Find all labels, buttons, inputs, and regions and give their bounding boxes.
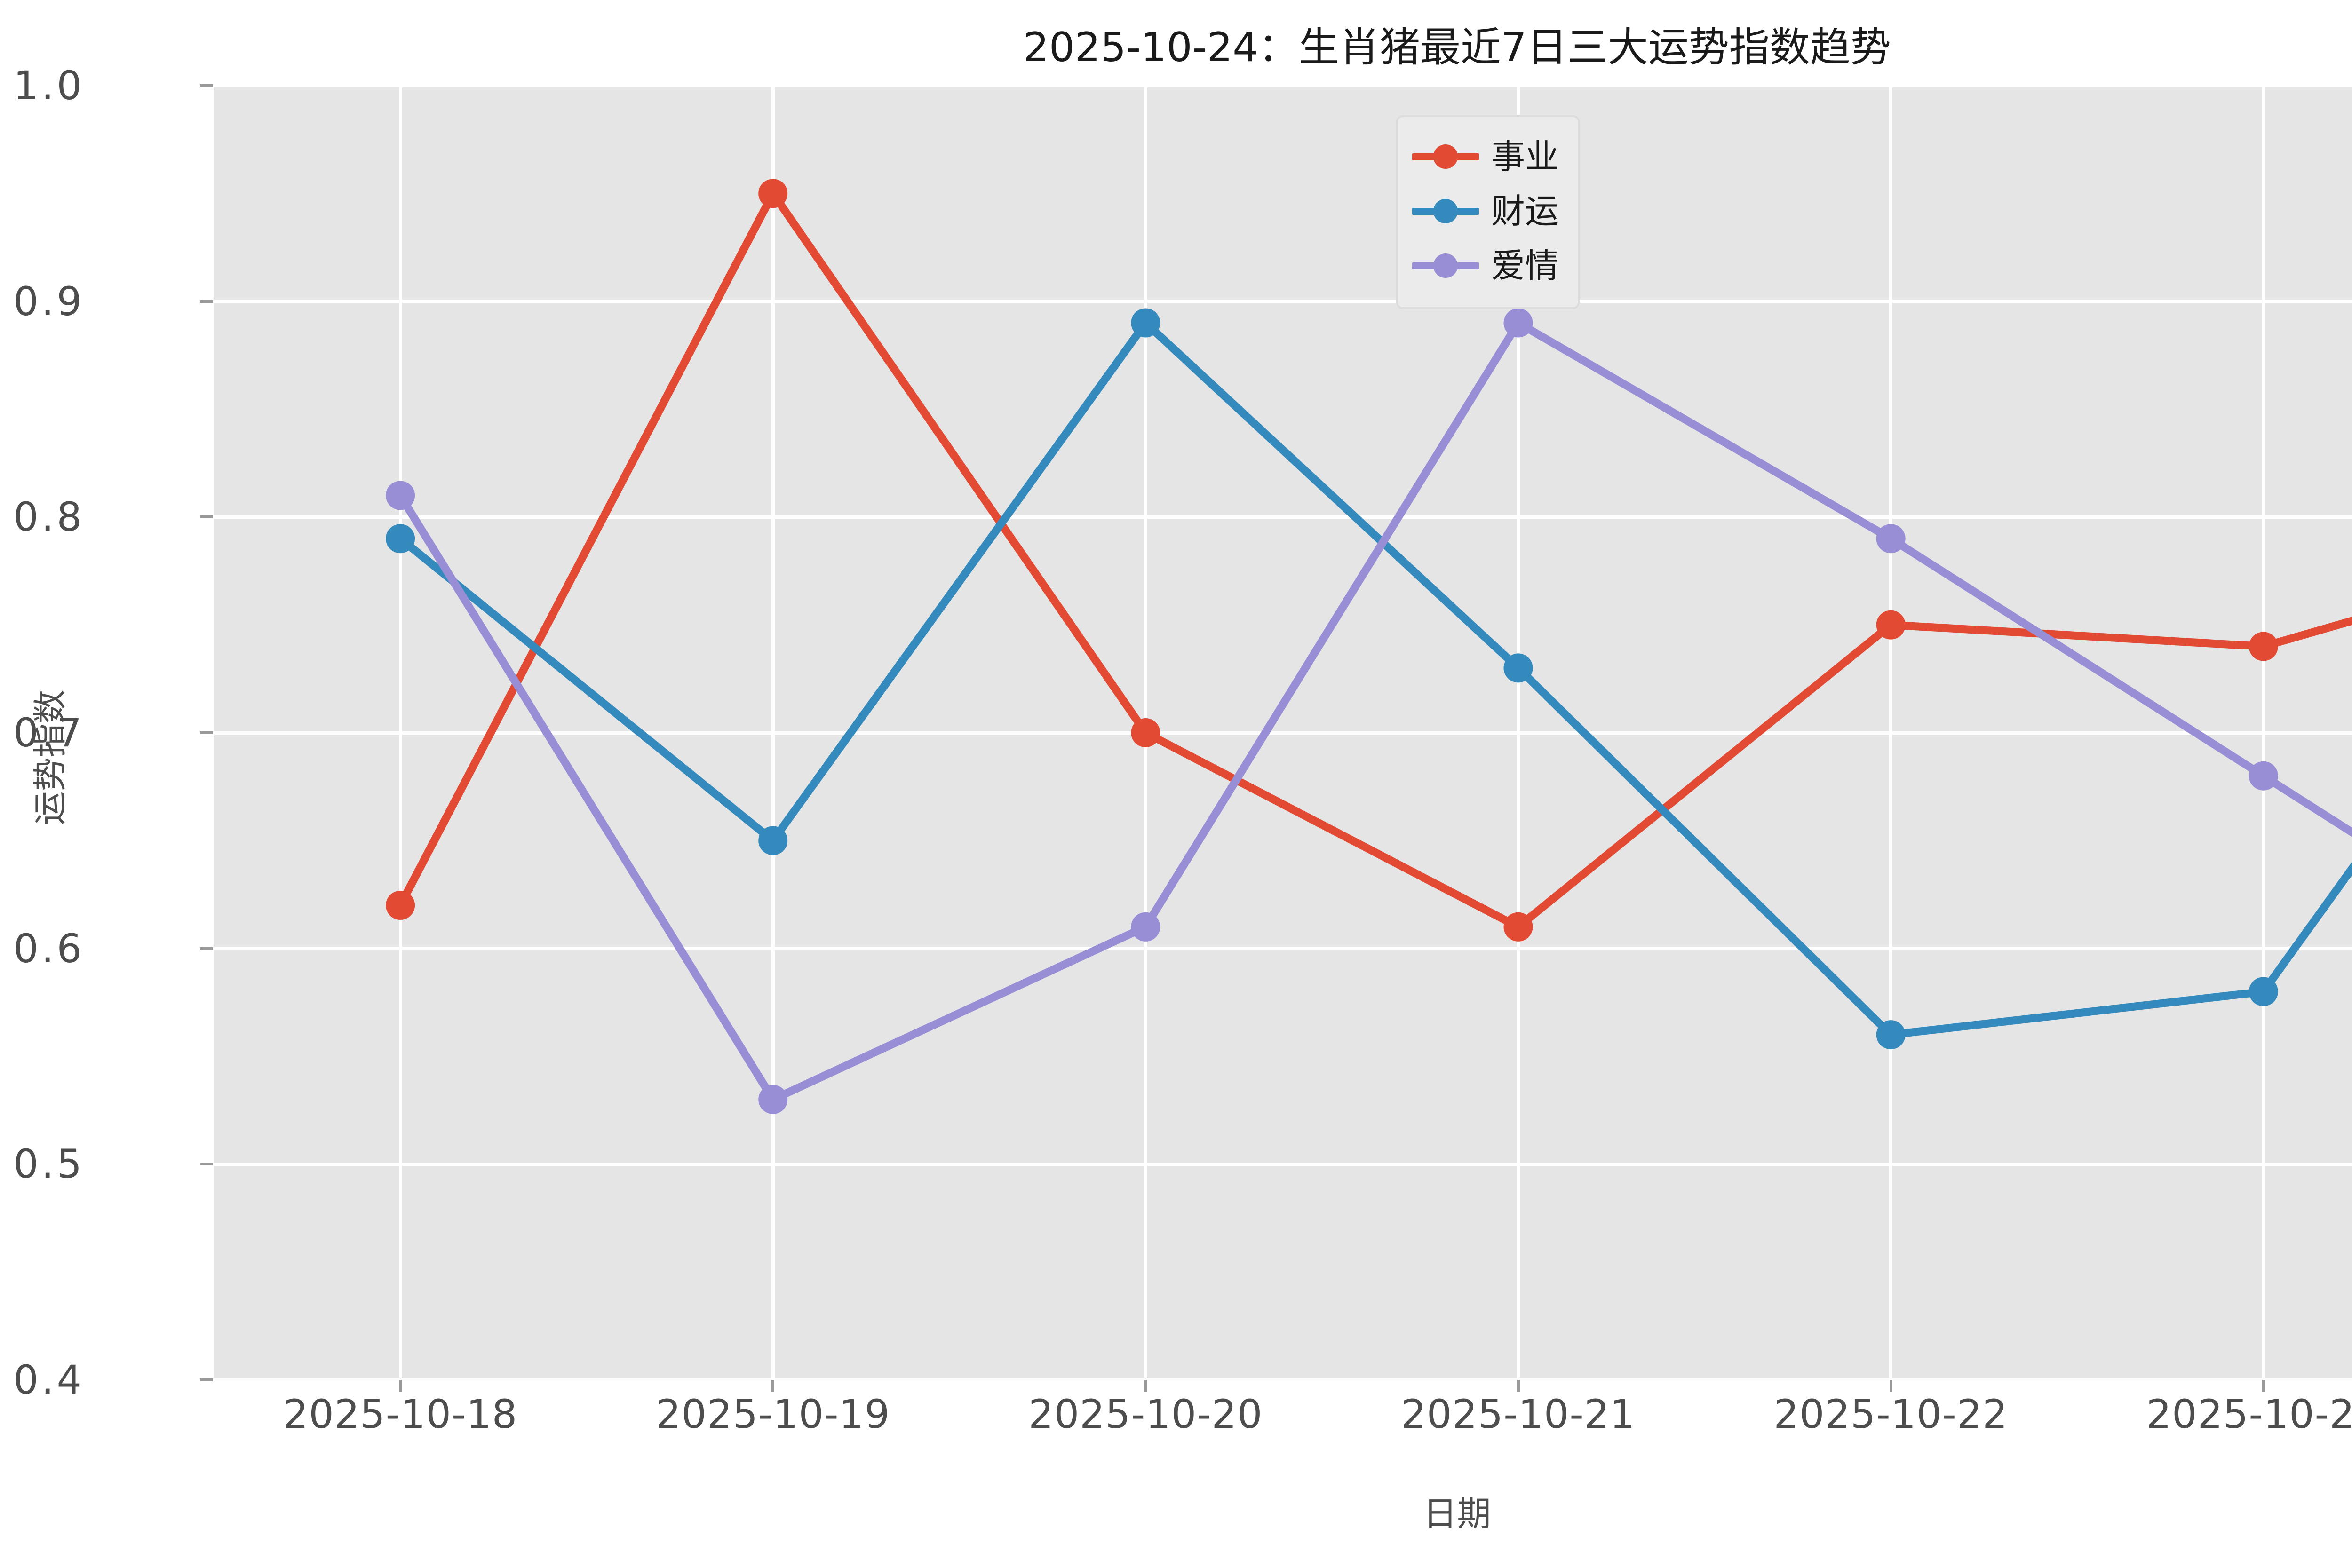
gridline-horizontal [214,1378,2352,1380]
gridline-horizontal [214,515,2352,519]
gridline-vertical [771,86,775,1380]
data-point-marker[interactable] [1131,718,1160,747]
x-tick-mark [1144,1380,1147,1392]
data-point-marker[interactable] [1876,524,1906,554]
y-tick-label: 0.5 [13,1141,85,1188]
gridline-vertical [1517,86,1520,1380]
legend-label: 爱情 [1491,246,1559,285]
gridline-vertical [1889,86,1893,1380]
y-tick-label: 1.0 [13,63,85,109]
x-tick-label: 2025-10-20 [1028,1391,1263,1437]
x-axis-label: 日期 [1423,1494,1491,1534]
legend-item[interactable]: 爱情 [1412,238,1564,293]
data-point-marker[interactable] [758,179,788,208]
y-tick-label: 0.7 [13,710,85,756]
legend-label: 事业 [1491,137,1559,176]
data-point-marker[interactable] [758,1085,788,1114]
data-point-marker[interactable] [758,826,788,855]
gridline-horizontal [214,947,2352,950]
plot-area [214,86,2352,1380]
y-tick-mark [200,84,213,87]
y-tick-label: 0.6 [13,925,85,972]
data-point-marker[interactable] [1503,308,1533,338]
data-point-marker[interactable] [1876,1020,1906,1050]
x-tick-label: 2025-10-18 [283,1391,518,1437]
y-tick-mark [200,1378,213,1381]
data-point-marker[interactable] [1131,912,1160,942]
y-axis-label: 运势指数 [30,689,70,825]
legend-marker-wealth-icon [1412,184,1479,238]
y-tick-mark [200,515,213,519]
series-line [396,319,2352,1039]
gridline-horizontal [214,731,2352,735]
legend-label: 财运 [1491,191,1559,231]
y-tick-mark [200,947,213,950]
chart-legend: 事业 财运 爱情 [1396,115,1580,309]
data-point-marker[interactable] [386,890,415,920]
legend-item[interactable]: 事业 [1412,129,1564,184]
series-layer [386,179,2352,1114]
x-tick-label: 2025-10-21 [1401,1391,1636,1437]
x-tick-label: 2025-10-23 [2146,1391,2352,1437]
x-tick-mark [1889,1380,1892,1392]
y-tick-label: 0.9 [13,278,85,325]
gridline-horizontal [214,300,2352,303]
x-tick-mark [399,1380,402,1392]
data-point-marker[interactable] [2249,632,2278,661]
chart-title: 2025-10-24：生肖猪最近7日三大运势指数趋势 [1023,24,1891,71]
data-point-marker[interactable] [1503,653,1533,683]
y-tick-label: 0.4 [13,1357,85,1403]
y-tick-mark [200,300,213,303]
gridline-vertical [2262,86,2265,1380]
gridline-horizontal [214,1162,2352,1166]
y-tick-label: 0.8 [13,494,85,540]
x-tick-label: 2025-10-19 [656,1391,890,1437]
legend-marker-love-icon [1412,238,1479,293]
gridline-vertical [398,86,402,1380]
data-point-marker[interactable] [1131,308,1160,338]
data-point-marker[interactable] [386,481,415,510]
legend-marker-career-icon [1412,129,1479,184]
x-tick-mark [1517,1380,1520,1392]
x-tick-mark [771,1380,775,1392]
series-line [396,319,2352,1104]
y-tick-mark [200,731,213,734]
data-point-marker[interactable] [2249,761,2278,791]
data-point-marker[interactable] [1503,912,1533,942]
data-point-marker[interactable] [386,524,415,554]
data-point-marker[interactable] [2249,977,2278,1006]
x-tick-mark [2262,1380,2265,1392]
data-point-marker[interactable] [1876,610,1906,640]
y-tick-mark [200,1163,213,1166]
gridline-horizontal [214,86,2352,87]
legend-item[interactable]: 财运 [1412,184,1564,238]
x-tick-label: 2025-10-22 [1773,1391,2008,1437]
